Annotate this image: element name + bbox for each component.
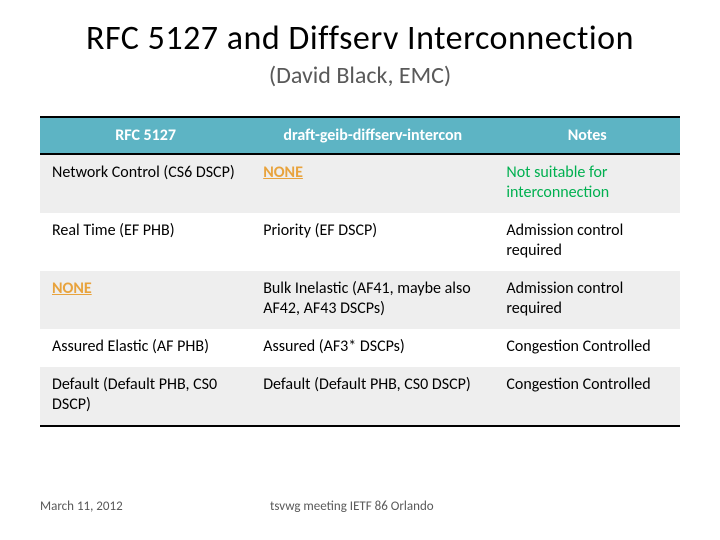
cell-text: Not suitable for interconnection xyxy=(506,163,609,202)
cell-text: Congestion Controlled xyxy=(506,375,650,394)
table-cell: Bulk Inelastic (AF41, maybe also AF42, A… xyxy=(251,271,494,329)
table-header-cell: Notes xyxy=(494,117,680,154)
table-cell: Assured (AF3* DSCPs) xyxy=(251,329,494,367)
diffserv-table: RFC 5127 draft-geib-diffserv-intercon No… xyxy=(40,116,680,427)
title-block: RFC 5127 and Diffserv Interconnection (D… xyxy=(0,0,720,90)
table-cell: Congestion Controlled xyxy=(494,367,680,426)
table-header-row: RFC 5127 draft-geib-diffserv-intercon No… xyxy=(40,117,680,154)
cell-text: Default (Default PHB, CS0 DSCP) xyxy=(52,375,217,414)
table-cell: Congestion Controlled xyxy=(494,329,680,367)
table-row: Network Control (CS6 DSCP) NONE Not suitab… xyxy=(40,154,680,213)
cell-text: Assured (AF3* DSCPs) xyxy=(263,337,405,356)
table-header-cell: draft-geib-diffserv-intercon xyxy=(251,117,494,154)
table-cell: NONE xyxy=(251,154,494,213)
table-row: NONE Bulk Inelastic (AF41, maybe also AF4… xyxy=(40,271,680,329)
cell-text: Bulk Inelastic (AF41, maybe also AF42, A… xyxy=(263,279,470,318)
table-row: Default (Default PHB, CS0 DSCP) Default (… xyxy=(40,367,680,426)
table-cell: Real Time (EF PHB) xyxy=(40,213,251,271)
cell-text: Priority (EF DSCP) xyxy=(263,221,377,240)
footer-date: March 11, 2012 xyxy=(40,499,260,514)
table-cell: Admission control required xyxy=(494,271,680,329)
table-cell: Not suitable for interconnection xyxy=(494,154,680,213)
footer-meeting: tsvwg meeting IETF 86 Orlando xyxy=(260,499,680,514)
cell-text: Real Time (EF PHB) xyxy=(52,221,175,240)
cell-text: Congestion Controlled xyxy=(506,337,650,356)
cell-text: Network Control (CS6 DSCP) xyxy=(52,163,235,182)
table-cell: Default (Default PHB, CS0 DSCP) xyxy=(251,367,494,426)
table-body: Network Control (CS6 DSCP) NONE Not suitab… xyxy=(40,154,680,426)
cell-text: Admission control required xyxy=(506,221,623,260)
table-row: Assured Elastic (AF PHB) Assured (AF3* DS… xyxy=(40,329,680,367)
table-row: Real Time (EF PHB) Priority (EF DSCP) Admi… xyxy=(40,213,680,271)
cell-text: Assured Elastic (AF PHB) xyxy=(52,337,209,356)
slide-footer: March 11, 2012 tsvwg meeting IETF 86 Orl… xyxy=(0,499,720,514)
cell-text: Admission control required xyxy=(506,279,623,318)
table-cell: Priority (EF DSCP) xyxy=(251,213,494,271)
slide-subtitle: (David Black, EMC) xyxy=(0,61,720,90)
table-cell: Admission control required xyxy=(494,213,680,271)
table-cell: NONE xyxy=(40,271,251,329)
slide-title: RFC 5127 and Diffserv Interconnection xyxy=(0,18,720,59)
table-container: RFC 5127 draft-geib-diffserv-intercon No… xyxy=(0,90,720,427)
table-cell: Assured Elastic (AF PHB) xyxy=(40,329,251,367)
cell-text: NONE xyxy=(263,163,303,182)
table-cell: Default (Default PHB, CS0 DSCP) xyxy=(40,367,251,426)
cell-text: Default (Default PHB, CS0 DSCP) xyxy=(263,375,471,394)
table-header-cell: RFC 5127 xyxy=(40,117,251,154)
cell-text: NONE xyxy=(52,279,92,298)
table-cell: Network Control (CS6 DSCP) xyxy=(40,154,251,213)
